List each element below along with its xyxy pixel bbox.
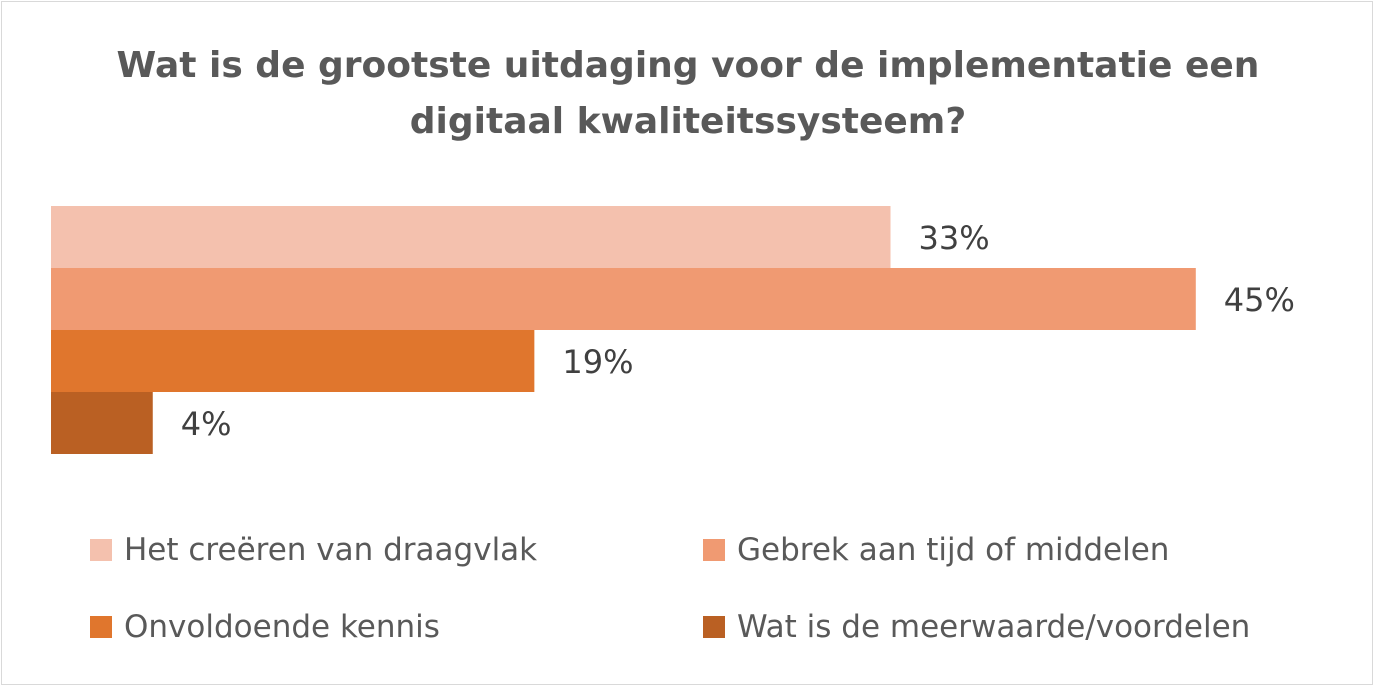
data-label-3: 4% xyxy=(181,405,232,443)
bar-3 xyxy=(51,392,153,454)
bar-0 xyxy=(51,206,891,268)
legend-item-1: Gebrek aan tijd of middelen xyxy=(703,530,1169,570)
data-label-0: 33% xyxy=(919,219,990,257)
legend-swatch-3 xyxy=(703,616,725,638)
bar-1 xyxy=(51,268,1196,330)
chart-title: Wat is de grootste uitdaging voor de imp… xyxy=(116,45,1260,142)
legend-item-3: Wat is de meerwaarde/voordelen xyxy=(703,607,1250,647)
legend-item-0: Het creëren van draagvlak xyxy=(90,530,537,570)
legend-label-1: Gebrek aan tijd of middelen xyxy=(737,532,1170,568)
legend-label-3: Wat is de meerwaarde/voordelen xyxy=(737,609,1251,645)
bar-2 xyxy=(51,330,535,392)
legend-swatch-1 xyxy=(703,539,725,561)
legend-swatch-0 xyxy=(90,539,112,561)
legend-swatch-2 xyxy=(90,616,112,638)
data-label-1: 45% xyxy=(1224,281,1295,319)
legend-label-2: Onvoldoende kennis xyxy=(124,609,440,645)
legend-label-0: Het creëren van draagvlak xyxy=(124,532,538,568)
legend-item-2: Onvoldoende kennis xyxy=(90,607,440,647)
data-label-2: 19% xyxy=(562,343,633,381)
